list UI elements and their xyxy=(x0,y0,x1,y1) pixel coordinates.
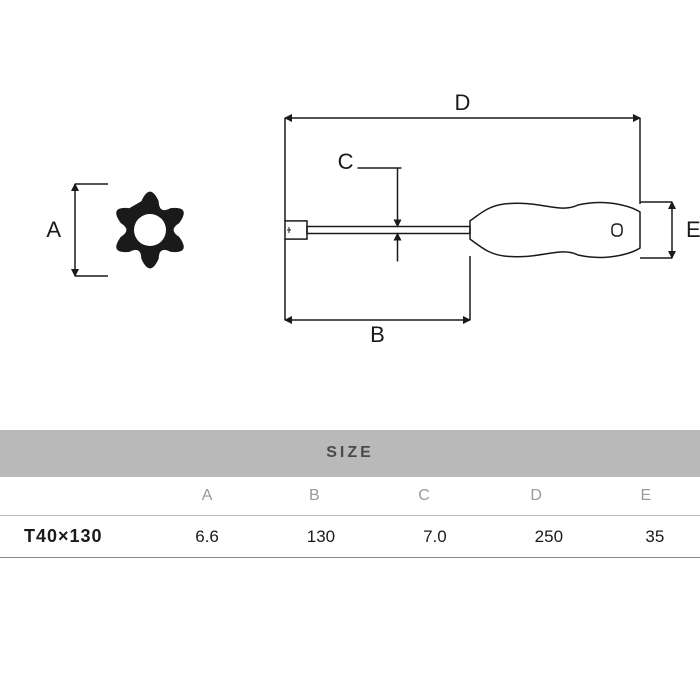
size-col-E: E xyxy=(593,477,700,515)
size-table: ABCDE xyxy=(0,477,700,515)
size-col-A: A xyxy=(154,477,261,515)
svg-text:D: D xyxy=(455,90,471,115)
stage: ADBCE SIZE ABCDE T40×130 6.61307.025035 xyxy=(0,0,700,700)
divider xyxy=(0,557,700,558)
svg-text:A: A xyxy=(46,217,61,242)
size-table-title: SIZE xyxy=(0,430,700,476)
dimension-diagram: A D B C E xyxy=(0,0,700,420)
size-cell-A: 6.6 xyxy=(154,516,260,557)
size-cell-B: 130 xyxy=(260,516,382,557)
model-label: T40×130 xyxy=(0,516,154,557)
size-col-C: C xyxy=(369,477,481,515)
diagram-svg: A D B C E xyxy=(0,0,700,420)
svg-text:B: B xyxy=(370,322,385,347)
size-table-area: SIZE ABCDE T40×130 6.61307.025035 xyxy=(0,430,700,558)
svg-text:C: C xyxy=(338,149,354,174)
size-table-body: T40×130 6.61307.025035 xyxy=(0,516,700,557)
size-cell-E: 35 xyxy=(610,516,700,557)
size-cell-C: 7.0 xyxy=(382,516,488,557)
size-table-columns-row: ABCDE xyxy=(0,477,700,515)
size-table-data-row: T40×130 6.61307.025035 xyxy=(0,516,700,557)
size-cell-D: 250 xyxy=(488,516,610,557)
size-col-B: B xyxy=(261,477,368,515)
svg-text:E: E xyxy=(686,217,700,242)
size-col-D: D xyxy=(481,477,593,515)
